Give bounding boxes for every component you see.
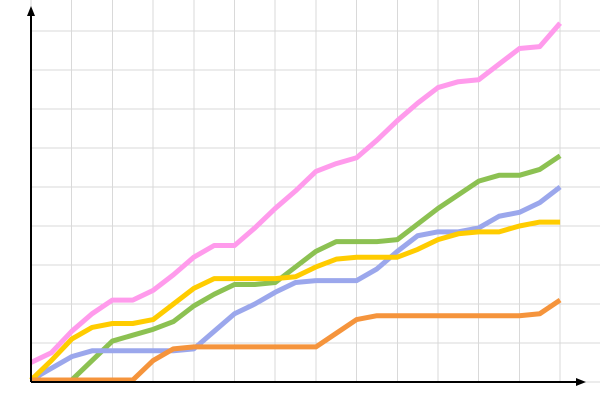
- series-lines: [29, 21, 562, 383]
- series-line-pink: [29, 21, 562, 365]
- series-line-green: [31, 153, 562, 383]
- series-line-periwinkle: [29, 185, 562, 383]
- series-line-orange: [31, 298, 562, 383]
- series-line-yellow: [29, 219, 561, 382]
- chart-axes: [27, 6, 586, 386]
- x-axis-arrow-icon: [576, 378, 586, 386]
- vertical-gridlines: [30, 0, 561, 382]
- y-axis-arrow-icon: [27, 6, 35, 16]
